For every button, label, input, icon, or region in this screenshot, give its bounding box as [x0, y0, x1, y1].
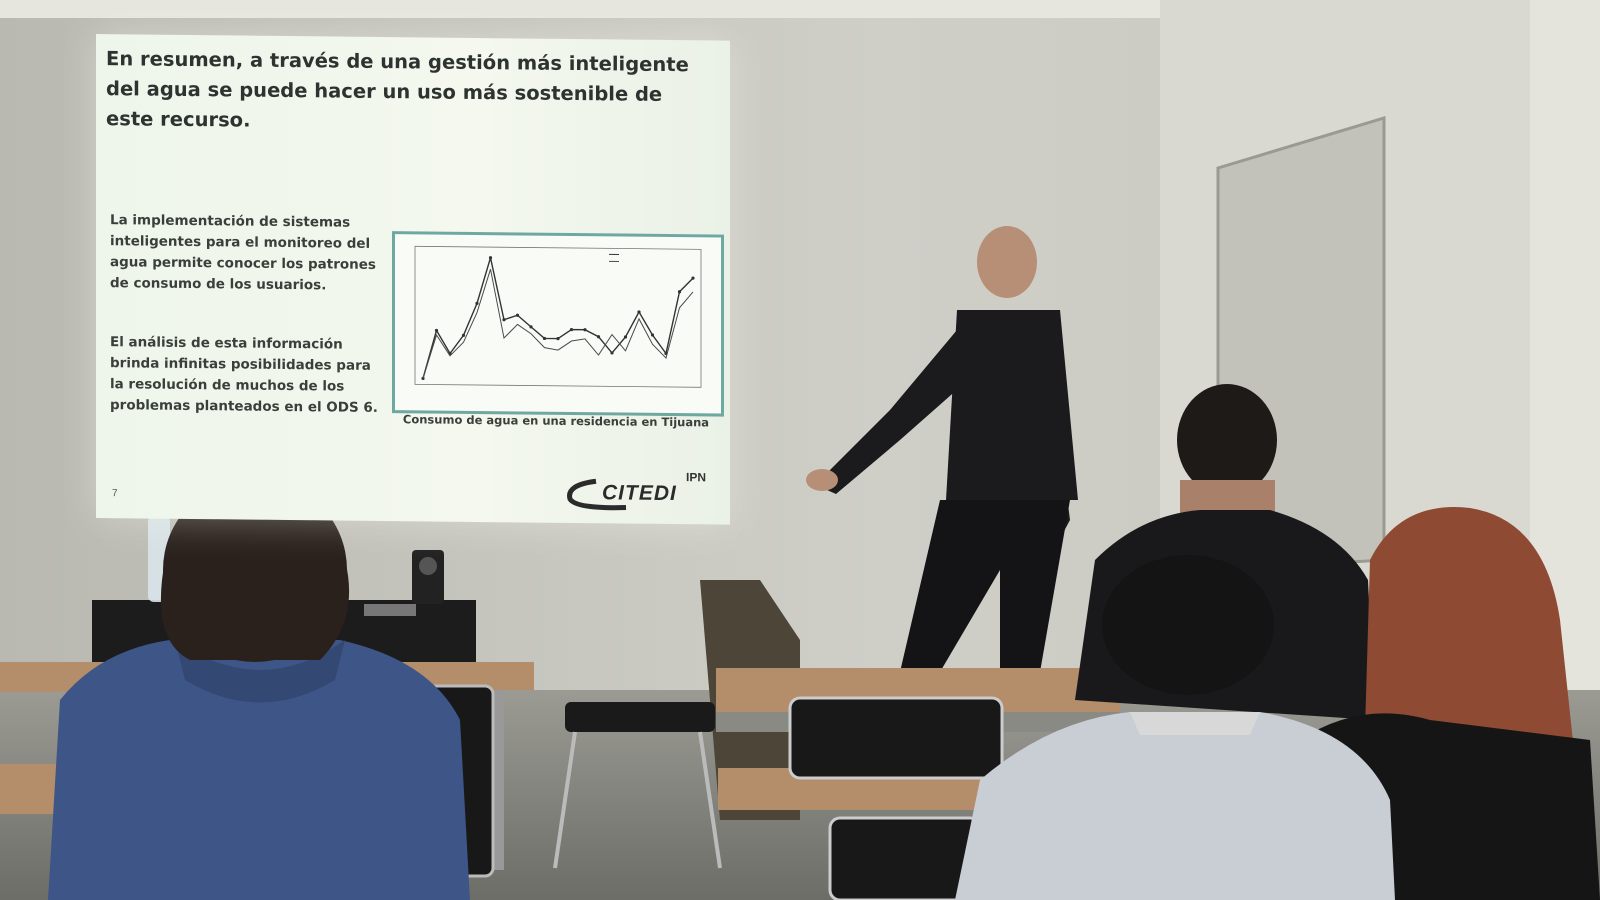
series-line-1 [422, 257, 694, 379]
slide-paragraph-analysis: El análisis de esta información brinda i… [110, 334, 378, 416]
chair-back [828, 816, 982, 900]
data-point [475, 301, 479, 305]
data-point [610, 351, 614, 355]
data-point [542, 336, 547, 341]
data-point [569, 327, 574, 332]
data-point [637, 310, 641, 314]
chart-svg [414, 245, 702, 388]
data-point [677, 290, 682, 294]
desk-leg [492, 690, 504, 870]
laptop [364, 604, 416, 616]
data-point [691, 276, 695, 280]
chair-leg [553, 731, 577, 869]
data-point [529, 325, 533, 329]
citedi-logo: IPN CITEDI [566, 469, 726, 523]
logo-institution: IPN [685, 470, 706, 485]
data-point [556, 337, 560, 341]
data-point [650, 333, 655, 337]
data-point [461, 333, 466, 337]
data-point [596, 335, 601, 339]
chart-caption: Consumo de agua en una residencia en Tij… [402, 412, 710, 430]
presenter [806, 226, 1078, 672]
slide-number: 7 [112, 488, 118, 500]
data-point [434, 328, 439, 333]
water-consumption-chart [392, 231, 724, 417]
audience-member-checked-jacket [955, 555, 1395, 900]
audience-member-blue-hoodie [48, 478, 470, 900]
series-line-2 [422, 269, 694, 379]
logo-swoosh-icon [567, 478, 627, 511]
projected-slide: En resumen, a través de una gestión más … [96, 34, 730, 525]
data-point [515, 313, 520, 317]
chair-leg [698, 731, 722, 869]
slide-title: En resumen, a través de una gestión más … [106, 47, 689, 132]
data-point [623, 335, 628, 339]
chair-back [788, 696, 1004, 780]
chair-seat [565, 702, 715, 732]
speaker-cone [419, 557, 437, 575]
data-point [583, 328, 587, 332]
logo-name: CITEDI [602, 481, 677, 506]
data-point [502, 318, 506, 322]
chart-plot-area [414, 245, 702, 388]
slide-paragraph-monitoring: La implementación de sistemas inteligent… [110, 212, 376, 294]
data-point [488, 256, 493, 260]
